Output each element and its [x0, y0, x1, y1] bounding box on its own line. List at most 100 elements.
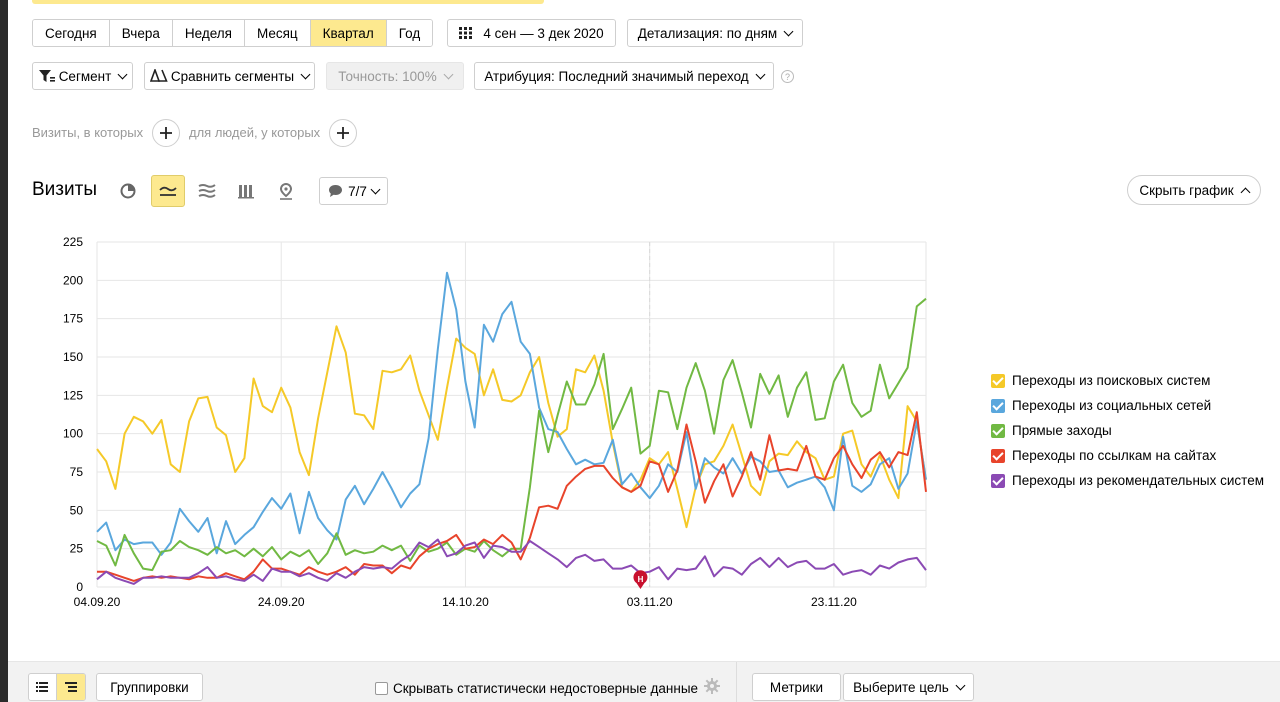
x-tick-label: 23.11.20	[811, 595, 857, 609]
list-icon	[36, 682, 49, 692]
line-chart: 0 25 50 75 100 125 150 175 200 225 04.09.20 24.09.2…	[63, 235, 927, 609]
legend-item-direct[interactable]: Прямые заходы	[991, 418, 1264, 443]
groupings-button[interactable]: Группировки	[96, 673, 203, 701]
accuracy-dropdown[interactable]: Точность: 100%	[326, 62, 464, 90]
segment-label: Сегмент	[58, 68, 112, 84]
checkbox-icon[interactable]	[991, 448, 1005, 463]
tab-month[interactable]: Месяц	[244, 20, 311, 46]
legend-label: Переходы из рекомендательных систем	[1012, 473, 1264, 488]
add-visit-condition-button[interactable]	[152, 119, 180, 147]
y-tick-label: 200	[63, 273, 83, 287]
help-icon[interactable]: ?	[781, 70, 794, 83]
x-tick-label: 24.09.20	[258, 595, 305, 609]
legend-item-recommend[interactable]: Переходы из рекомендательных систем	[991, 468, 1264, 493]
calendar-icon	[459, 27, 473, 39]
notes-count: 7/7	[348, 183, 367, 199]
attribution-dropdown[interactable]: Атрибуция: Последний значимый переход	[474, 62, 774, 90]
legend-label: Переходы по ссылкам на сайтах	[1012, 448, 1217, 463]
chevron-down-icon	[955, 680, 966, 690]
chevron-down-icon	[443, 69, 454, 79]
list-view-button[interactable]	[29, 674, 57, 700]
checkbox-icon[interactable]	[991, 473, 1005, 488]
plus-icon	[337, 127, 349, 139]
checkbox-icon[interactable]	[991, 423, 1005, 438]
stacked-area-button[interactable]	[190, 175, 224, 207]
view-toggle	[28, 673, 86, 701]
y-tick-label: 225	[63, 235, 83, 249]
hide-chart-button[interactable]: Скрыть график	[1127, 175, 1261, 205]
notes-dropdown[interactable]: 7/7	[319, 177, 388, 205]
hide-unreliable-checkbox[interactable]	[375, 682, 388, 695]
visits-chart: 0 25 50 75 100 125 150 175 200 225 04.09.20 24.09.2…	[40, 228, 940, 618]
detail-label: Детализация: по дням	[637, 25, 778, 41]
map-button[interactable]	[269, 175, 303, 207]
legend-item-search[interactable]: Переходы из поисковых систем	[991, 368, 1264, 393]
add-people-condition-button[interactable]	[329, 119, 357, 147]
stacked-area-icon	[198, 184, 216, 198]
line-chart-button[interactable]	[151, 175, 185, 207]
gear-icon[interactable]	[704, 678, 720, 694]
metrics-button[interactable]: Метрики	[752, 673, 841, 701]
tree-view-button[interactable]	[56, 674, 85, 700]
chevron-down-icon	[783, 26, 794, 36]
y-tick-label: 175	[63, 312, 83, 326]
table-toolbar: Группировки Скрывать статистически недос…	[8, 661, 1280, 702]
detail-dropdown[interactable]: Детализация: по дням	[627, 19, 803, 47]
plus-icon	[160, 127, 172, 139]
tree-icon	[64, 682, 77, 692]
x-tick-label: 03.11.20	[627, 595, 673, 609]
comment-icon	[329, 185, 343, 197]
visits-filter-label: Визиты, в которых	[32, 125, 144, 140]
y-tick-label: 0	[76, 580, 83, 594]
compare-icon	[149, 69, 168, 82]
y-tick-label: 50	[70, 503, 84, 517]
report-title: Визиты	[32, 179, 97, 200]
pie-chart-button[interactable]	[111, 175, 145, 207]
legend-label: Переходы из поисковых систем	[1012, 373, 1211, 388]
compare-segments-dropdown[interactable]: Сравнить сегменты	[144, 62, 315, 90]
event-marker-icon	[633, 570, 648, 589]
hide-unreliable-control[interactable]: Скрывать статистически недостоверные дан…	[375, 681, 698, 696]
window-edge	[0, 0, 8, 702]
tab-quarter[interactable]: Квартал	[310, 20, 387, 46]
chevron-down-icon	[300, 69, 311, 79]
legend-item-social[interactable]: Переходы из социальных сетей	[991, 393, 1264, 418]
series-line-5	[96, 538, 927, 585]
chevron-up-icon	[1240, 187, 1251, 197]
y-tick-label: 75	[70, 465, 84, 479]
date-range-label: 4 сен — 3 дек 2020	[483, 25, 604, 41]
goal-label: Выберите цель	[853, 679, 949, 695]
segment-dropdown[interactable]: Сегмент	[32, 62, 133, 90]
y-tick-label: 150	[63, 350, 83, 364]
hide-unreliable-label: Скрывать статистически недостоверные дан…	[393, 681, 699, 696]
date-range-button[interactable]: 4 сен — 3 дек 2020	[447, 19, 616, 47]
tab-today[interactable]: Сегодня	[33, 20, 110, 46]
y-tick-label: 25	[70, 542, 84, 556]
series-line-4	[97, 411, 927, 582]
checkbox-icon[interactable]	[991, 373, 1005, 388]
goal-dropdown[interactable]: Выберите цель	[843, 673, 974, 701]
y-tick-label: 125	[63, 388, 83, 402]
series-line-2	[96, 271, 927, 556]
filter-icon	[38, 69, 55, 82]
checkbox-icon[interactable]	[991, 398, 1005, 413]
divider	[736, 662, 737, 702]
y-tick-label: 100	[63, 427, 83, 441]
attribution-label: Атрибуция: Последний значимый переход	[484, 68, 749, 84]
x-tick-label: 14.10.20	[442, 595, 489, 609]
map-pin-icon	[279, 182, 293, 200]
compare-label: Сравнить сегменты	[170, 68, 295, 84]
legend-label: Переходы из социальных сетей	[1012, 398, 1212, 413]
tab-yesterday[interactable]: Вчера	[109, 20, 173, 46]
bar-chart-icon	[238, 185, 254, 199]
series-line-3	[96, 297, 927, 572]
chevron-down-icon	[370, 184, 381, 194]
event-marker-label: Н	[638, 575, 644, 584]
accuracy-label: Точность: 100%	[338, 68, 437, 84]
tab-week[interactable]: Неделя	[172, 20, 245, 46]
period-tabs: Сегодня Вчера Неделя Месяц Квартал Год	[32, 19, 434, 47]
bar-chart-button[interactable]	[229, 175, 263, 207]
legend-item-links[interactable]: Переходы по ссылкам на сайтах	[991, 443, 1264, 468]
tab-year[interactable]: Год	[386, 20, 433, 46]
chevron-down-icon	[117, 69, 128, 79]
